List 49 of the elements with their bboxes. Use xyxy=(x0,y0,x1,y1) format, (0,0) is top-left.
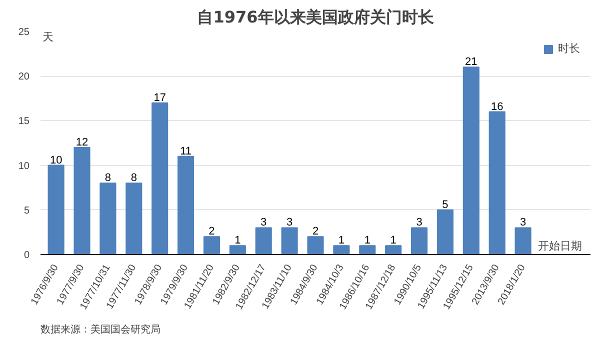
bar xyxy=(203,236,220,254)
bar xyxy=(100,182,116,254)
y-axis-title: 天 xyxy=(42,32,54,44)
bar xyxy=(385,245,402,254)
data-label: 2 xyxy=(208,226,215,238)
y-tick-label: 20 xyxy=(18,72,30,83)
bar xyxy=(48,164,64,254)
data-label: 11 xyxy=(180,145,192,158)
bar xyxy=(514,227,532,254)
bar xyxy=(436,209,454,254)
bar xyxy=(410,227,428,254)
bar xyxy=(152,102,168,254)
data-label: 16 xyxy=(490,100,504,113)
data-label: 8 xyxy=(104,172,112,184)
bar xyxy=(229,245,246,254)
y-tick-label: 10 xyxy=(18,160,30,172)
bar xyxy=(74,146,90,254)
data-label: 1 xyxy=(390,234,396,247)
bar xyxy=(255,227,272,254)
bar xyxy=(333,245,350,254)
data-label: 1 xyxy=(234,234,241,247)
bar xyxy=(488,111,506,254)
data-label: 17 xyxy=(154,92,166,104)
data-label: 8 xyxy=(130,172,137,184)
bar xyxy=(126,182,142,254)
data-label: 1 xyxy=(338,234,345,247)
data-label: 2 xyxy=(312,226,319,238)
data-label: 3 xyxy=(260,216,267,229)
y-tick-label: 15 xyxy=(18,116,30,128)
data-label: 10 xyxy=(50,154,62,166)
y-tick-label: 0 xyxy=(24,250,30,261)
data-label: 12 xyxy=(76,136,88,148)
bar xyxy=(307,236,324,254)
data-label: 5 xyxy=(442,198,448,211)
y-tick-label: 5 xyxy=(24,205,30,216)
chart-title: 自1976年以来美国政府关门时长 xyxy=(197,8,435,26)
bar xyxy=(462,66,480,254)
y-tick-label: 25 xyxy=(18,27,30,38)
bar xyxy=(359,245,376,254)
bar xyxy=(178,156,194,254)
legend-label: 时长 xyxy=(558,42,580,56)
x-axis-title: 开始日期 xyxy=(538,240,582,252)
data-label: 3 xyxy=(286,216,293,229)
data-label: 3 xyxy=(416,216,422,229)
data-label: 3 xyxy=(520,216,526,229)
source-note: 数据来源：美国国会研究局 xyxy=(40,324,160,336)
data-label: 1 xyxy=(364,234,370,247)
bar xyxy=(281,227,298,254)
data-label: 21 xyxy=(465,56,478,68)
